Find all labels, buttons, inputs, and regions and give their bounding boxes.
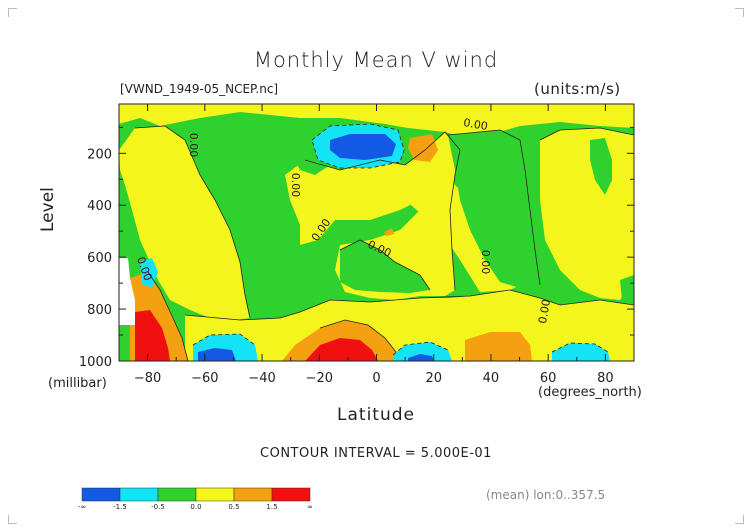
contour-label: 0.00	[462, 116, 488, 133]
field-blue-upper	[330, 134, 396, 160]
contour-line	[134, 125, 251, 319]
contour-label: 0.00	[536, 298, 553, 324]
colorbar-label: -0.5	[151, 503, 165, 511]
x-tick-label: 40	[483, 371, 500, 386]
contour-line-dashed	[311, 123, 405, 169]
contour-label: 0.00	[289, 173, 302, 198]
corner-mark-tr	[735, 8, 744, 17]
corner-mark-br	[735, 515, 744, 524]
field-blue-bottom-mid	[408, 354, 434, 361]
colorbar: -∞ -1.5 -0.5 0.0 0.5 1.5 ∞	[78, 487, 313, 511]
contour-line	[319, 319, 397, 353]
field-blue-bottom-left	[198, 348, 236, 361]
y-tick-label: 1000	[79, 355, 112, 370]
x-axis-label: Latitude	[337, 405, 415, 425]
contour-lines-negative	[192, 123, 609, 356]
field-orange-upper	[408, 134, 438, 162]
colorbar-swatch	[119, 487, 159, 502]
contour-label: 0.00	[187, 133, 200, 158]
field-red-left-bottom	[135, 310, 170, 361]
colorbar-label: ∞	[307, 503, 313, 511]
plot-field	[119, 104, 634, 361]
field-green-island-1	[448, 130, 540, 288]
contour-line-dashed	[392, 341, 449, 356]
x-tick-label: 0	[372, 371, 380, 386]
x-tick-label: −40	[248, 371, 275, 386]
field-green-island-2	[340, 240, 430, 293]
contour-line	[147, 271, 189, 361]
colorbar-swatch	[157, 487, 197, 502]
colorbar-label: 0.5	[228, 503, 239, 511]
contour-line	[539, 127, 634, 141]
contour-line	[447, 129, 541, 286]
contour-lines	[134, 125, 634, 361]
colorbar-swatch	[81, 487, 121, 502]
colorbar-swatch	[233, 487, 273, 502]
y-tick-label: 400	[87, 199, 112, 214]
x-tick-label: −20	[306, 371, 333, 386]
units-label: (units:m/s)	[534, 80, 621, 98]
y-tick-label: 800	[87, 303, 112, 318]
contour-line	[304, 131, 461, 291]
field-orange-bottom-right	[465, 332, 532, 361]
colorbar-label: 1.5	[266, 503, 277, 511]
field-green-island-4	[590, 138, 612, 195]
contour-line-dashed	[192, 333, 256, 346]
field-cyan-bottom-right	[552, 343, 610, 361]
field-green-island-5	[620, 275, 634, 305]
x-tick-label: −60	[191, 371, 218, 386]
field-yellow-top-band	[119, 104, 634, 140]
colorbar-label: -1.5	[113, 503, 127, 511]
colorbar-swatch	[195, 487, 235, 502]
field-cyan-bottom-mid	[393, 342, 452, 361]
contour-interval-text: CONTOUR INTERVAL = 5.000E-01	[260, 446, 492, 461]
axes: −80 −60 −40 −20 0 20 40 60 80 200 400 600 800 1000	[79, 104, 635, 386]
mean-footer: (mean) lon:0..357.5	[486, 488, 606, 502]
y-tick-label: 200	[87, 147, 112, 162]
contour-line	[184, 289, 634, 321]
colorbar-label: 0.0	[190, 503, 201, 511]
corner-mark-bl	[8, 515, 17, 524]
field-red-bottom-center	[305, 338, 378, 361]
contour-line-dashed	[551, 342, 609, 353]
x-tick-label: 60	[540, 371, 557, 386]
contour-label: 0.00	[479, 250, 492, 275]
chart-title: Monthly Mean V wind	[253, 48, 499, 72]
dataset-label: [VWND_1949-05_NCEP.nc]	[120, 82, 279, 96]
x-axis-unit: (degrees_north)	[538, 385, 642, 400]
colorbar-label: -∞	[78, 503, 86, 511]
field-missing-left-edge	[119, 258, 135, 325]
colorbar-swatch	[271, 487, 311, 502]
x-tick-label: 80	[597, 371, 614, 386]
x-tick-label: 20	[425, 371, 442, 386]
contour-line	[339, 239, 431, 291]
y-tick-label: 600	[87, 251, 112, 266]
corner-mark-tl	[8, 8, 17, 17]
y-axis-unit: (millibar)	[48, 376, 107, 391]
field-yellow-left	[119, 126, 250, 322]
field-yellow-center	[285, 132, 460, 300]
x-tick-label: −80	[134, 371, 161, 386]
field-orange-dot	[384, 228, 394, 236]
